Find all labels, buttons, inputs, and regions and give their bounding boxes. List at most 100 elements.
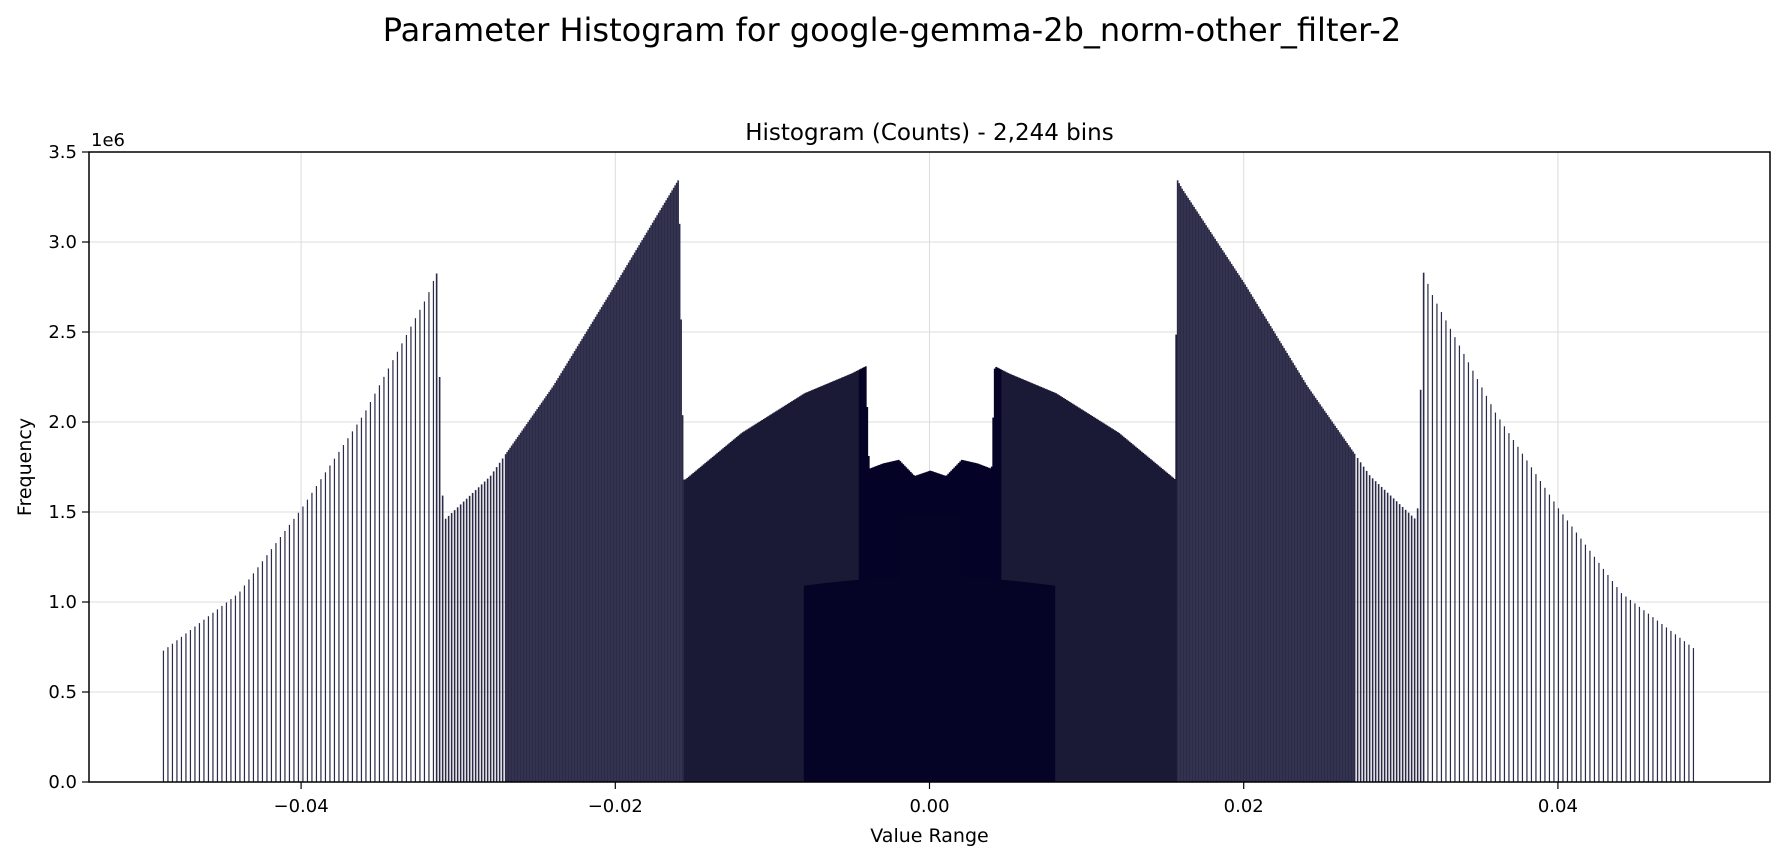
histogram-bar [480,484,483,782]
histogram-bar [225,602,228,782]
histogram-bar [1116,432,1119,782]
y-axis-ticks: 0.0 0.5 1.0 1.5 2.0 2.5 3.0 3.5 [48,142,89,793]
histogram-bar [836,379,839,782]
histogram-bar [1277,338,1279,782]
histogram-bar [1113,430,1116,782]
histogram-bar [1383,489,1386,782]
histogram-bar [221,605,223,782]
histogram-bar [185,633,187,782]
histogram-bar [1161,469,1164,782]
histogram-bar [329,465,331,782]
histogram-bar [1002,370,1005,782]
histogram-bar [1254,301,1257,782]
histogram-bar [501,458,504,782]
histogram-bar [1274,333,1276,782]
histogram-bar [777,409,780,782]
histogram-bar [176,640,178,782]
histogram-bar [1343,438,1345,782]
histogram-bar [1092,416,1095,782]
y-tick-label: 2.0 [48,412,77,433]
histogram-bar [539,404,541,782]
histogram-bar [1287,355,1290,782]
histogram-bar [1103,423,1106,782]
histogram-bar [1149,459,1152,782]
histogram-bar [1458,345,1461,782]
histogram-bar [633,252,636,782]
histogram-bar [608,294,610,782]
histogram-bar [1683,641,1686,782]
histogram-bar [551,387,553,782]
histogram-bar [761,419,764,782]
histogram-bar [1352,451,1354,782]
histogram-bar [1374,481,1377,782]
histogram-bar [584,333,586,782]
histogram-bar [1146,456,1149,782]
histogram-bar [1553,501,1555,782]
histogram-bar [837,378,840,782]
histogram-bar [744,430,747,782]
histogram-bar [1334,425,1336,782]
histogram-bar [689,475,692,782]
histogram-bar [531,415,534,782]
histogram-bar [1332,423,1335,782]
histogram-bar [1238,275,1240,782]
histogram-bar [1602,568,1605,782]
histogram-bar [680,319,682,782]
histogram-bar [708,459,711,782]
histogram-bar [1688,644,1690,782]
histogram-bar [683,479,686,782]
histogram-bar [450,513,453,782]
y-tick-label: 3.0 [48,232,77,253]
histogram-bar [1566,520,1569,782]
x-tick-label: 0.00 [909,796,949,817]
histogram-bar [1392,498,1395,782]
histogram-bar [383,376,385,782]
histogram-bar [1134,446,1137,782]
histogram-bar [1449,328,1452,782]
histogram-bar [1071,403,1074,782]
histogram-bar [1214,238,1216,783]
histogram-bar [288,524,291,782]
histogram-bar [1106,425,1109,782]
y-axis-label: Frequency [14,418,36,516]
histogram-bar [764,418,767,782]
histogram-bar [690,474,693,782]
histogram-bar [842,377,845,782]
histogram-bar [1056,394,1059,782]
histogram-bar [1539,480,1542,782]
histogram-bar [536,409,538,782]
histogram-bar [1508,433,1510,782]
histogram-bar [1224,254,1227,782]
histogram-bar [699,466,702,782]
histogram-bar [162,650,165,782]
histogram-bar [1029,382,1032,782]
histogram-bar [650,225,652,782]
histogram-bar [704,463,707,782]
histogram-bar [852,372,855,782]
histogram-bar [642,237,645,782]
histogram-bar [1346,442,1348,782]
histogram-bar [771,413,774,782]
histogram-bar [369,401,372,782]
histogram-bar [605,299,607,782]
histogram-bar [1115,431,1118,782]
histogram-bar [1269,326,1272,782]
histogram-bar [513,441,516,782]
histogram-bar [839,378,842,782]
histogram-bar [561,370,564,782]
histogram-bar [198,623,201,782]
histogram-bar [1232,266,1234,782]
histogram-bar [1137,449,1140,782]
histogram-bar [534,411,537,782]
histogram-bar [1526,460,1528,782]
histogram-bar [510,445,513,782]
histogram-bar [789,402,792,782]
histogram-bar [1422,272,1425,782]
histogram-bar [270,549,273,782]
histogram-bar [545,396,547,782]
x-tick-label: −0.02 [588,796,643,817]
histogram-bar [396,351,399,782]
histogram-bar [1016,376,1019,782]
histogram-bar [830,382,833,782]
histogram-bar [1139,450,1142,782]
